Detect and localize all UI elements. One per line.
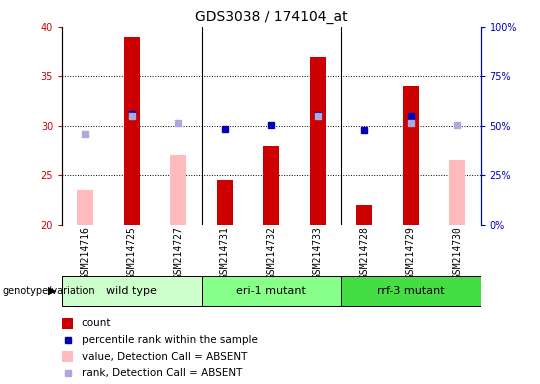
Bar xyxy=(201,276,341,306)
Bar xyxy=(77,190,93,225)
Text: ▶: ▶ xyxy=(48,286,57,296)
Bar xyxy=(62,276,201,306)
Bar xyxy=(449,161,465,225)
Text: genotype/variation: genotype/variation xyxy=(3,286,96,296)
Bar xyxy=(217,180,233,225)
Text: percentile rank within the sample: percentile rank within the sample xyxy=(82,335,258,345)
Text: GSM214725: GSM214725 xyxy=(127,226,137,279)
Text: GSM214727: GSM214727 xyxy=(173,226,184,279)
Text: GSM214732: GSM214732 xyxy=(266,226,276,279)
Bar xyxy=(403,86,419,225)
Text: GSM214729: GSM214729 xyxy=(406,226,416,279)
Title: GDS3038 / 174104_at: GDS3038 / 174104_at xyxy=(195,10,348,25)
Text: GSM214716: GSM214716 xyxy=(80,226,90,279)
Text: GSM214731: GSM214731 xyxy=(220,226,230,279)
Bar xyxy=(310,56,326,225)
Text: eri-1 mutant: eri-1 mutant xyxy=(237,286,306,296)
Bar xyxy=(170,156,186,225)
Bar xyxy=(124,37,140,225)
Text: wild type: wild type xyxy=(106,286,157,296)
Text: rrf-3 mutant: rrf-3 mutant xyxy=(377,286,444,296)
Bar xyxy=(62,318,73,329)
Bar xyxy=(341,276,481,306)
Bar xyxy=(62,351,73,362)
Text: GSM214730: GSM214730 xyxy=(453,226,462,279)
Text: value, Detection Call = ABSENT: value, Detection Call = ABSENT xyxy=(82,352,247,362)
Text: GSM214733: GSM214733 xyxy=(313,226,323,279)
Text: rank, Detection Call = ABSENT: rank, Detection Call = ABSENT xyxy=(82,368,242,378)
Text: count: count xyxy=(82,318,111,328)
Text: GSM214728: GSM214728 xyxy=(359,226,369,279)
Bar xyxy=(263,146,280,225)
Bar xyxy=(356,205,373,225)
